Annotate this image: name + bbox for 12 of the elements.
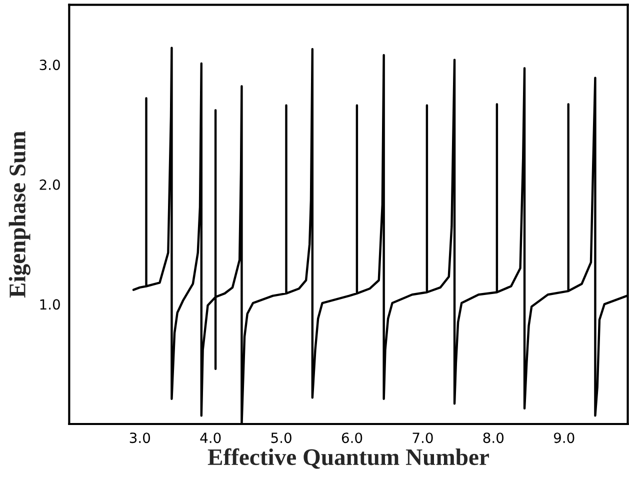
y-tick-label: 3.0	[40, 60, 60, 70]
x-tick-label: 4.0	[200, 432, 221, 444]
x-tick-label: 9.0	[554, 432, 574, 444]
y-tick-label: 2.0	[40, 179, 60, 190]
x-tick-label: 7.0	[412, 432, 433, 444]
x-tick-label: 5.0	[271, 432, 292, 444]
y-tick-label: 1.0	[40, 299, 60, 310]
x-axis-title: Effective Quantum Number	[208, 448, 489, 469]
x-tick-label: 3.0	[130, 432, 150, 444]
y-axis-title: Eigenphase Sum	[8, 131, 30, 298]
x-tick-label: 8.0	[483, 432, 504, 444]
x-tick-label: 6.0	[342, 432, 362, 444]
